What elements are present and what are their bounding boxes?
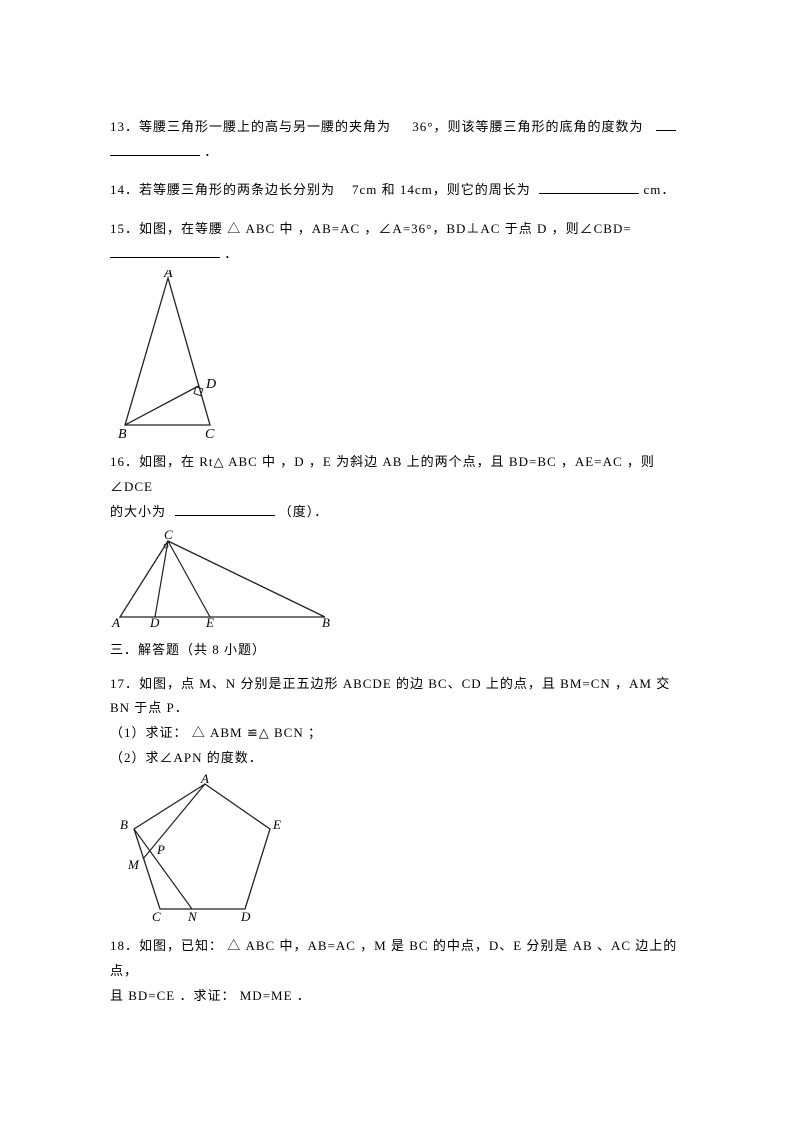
question-14: 14．若等腰三角形的两条边长分别为 7cm 和 14cm，则它的周长为 cm． [110, 178, 690, 203]
label-B: B [118, 427, 127, 440]
q17-text-b: BN 于点 P． [110, 700, 189, 715]
question-13: 13．等腰三角形一腰上的高与另一腰的夹角为 36°，则该等腰三角形的底角的度数为… [110, 115, 690, 164]
q17-text-d: （2）求∠APN 的度数． [110, 750, 263, 765]
line-am [143, 784, 205, 859]
q13-blank-inline [656, 117, 676, 131]
q14-text-a: 14．若等腰三角形的两条边长分别为 [110, 182, 335, 197]
label-P17: P [156, 842, 165, 857]
label-D17: D [240, 909, 251, 924]
label-A: A [163, 270, 173, 281]
figure-16-svg: A D E B C [110, 529, 340, 629]
label-A17: A [200, 774, 209, 786]
figure-17-svg: A B C D E M N P [110, 774, 290, 924]
label-M17: M [127, 857, 140, 872]
q13-text-b: 36°，则该等腰三角形的底角的度数为 [412, 119, 643, 134]
q17-text-a: 17．如图，点 M、N 分别是正五边形 ABCDE 的边 BC、CD 上的点，且… [110, 676, 670, 691]
figure-15-svg: A B C D [110, 270, 260, 440]
q13-text-a: 13．等腰三角形一腰上的高与另一腰的夹角为 [110, 119, 391, 134]
label-E17: E [272, 817, 281, 832]
label-B16: B [322, 615, 330, 629]
label-N17: N [187, 909, 198, 924]
q15-text-b: ． [224, 246, 238, 261]
line-bn [134, 829, 192, 909]
figure-15: A B C D [110, 270, 690, 440]
label-C17: C [152, 909, 161, 924]
question-16: 16．如图，在 Rt△ ABC 中 ，D ，E 为斜边 AB 上的两个点，且 B… [110, 450, 690, 524]
label-A16: A [111, 615, 120, 629]
label-C: C [205, 427, 215, 440]
q18-text-a: 18．如图，已知： △ ABC 中，AB=AC ，M 是 BC 的中点，D、E … [110, 938, 677, 978]
line-bd [125, 386, 199, 425]
q16-text-b: 的大小为 [110, 504, 166, 519]
q14-blank [539, 180, 639, 194]
q17-text-c: （1）求证： △ ABM ≌△ BCN ； [110, 725, 322, 740]
section-3-title: 三．解答题（共 8 小题） [110, 639, 690, 658]
question-18: 18．如图，已知： △ ABC 中，AB=AC ，M 是 BC 的中点，D、E … [110, 934, 690, 1008]
page: 13．等腰三角形一腰上的高与另一腰的夹角为 36°，则该等腰三角形的底角的度数为… [0, 0, 800, 1062]
pentagon-abcde [134, 784, 270, 909]
label-E16: E [205, 615, 214, 629]
q14-text-c: cm． [644, 182, 676, 197]
label-C16: C [164, 529, 173, 542]
q18-text-b: 且 BD=CE ．求证： MD=ME ． [110, 988, 311, 1003]
q15-text-a: 15．如图，在等腰 △ ABC 中 ，AB=AC ，∠A=36°，BD⊥AC 于… [110, 221, 632, 236]
label-D16: D [149, 615, 160, 629]
line-ce [168, 541, 210, 617]
figure-16: A D E B C [110, 529, 690, 629]
label-B17: B [120, 817, 128, 832]
q15-blank [110, 244, 220, 258]
q14-text-b: 7cm 和 14cm，则它的周长为 [352, 182, 531, 197]
q13-blank [110, 142, 200, 156]
q13-text-c: ． [204, 144, 218, 159]
label-D: D [205, 377, 216, 392]
q16-blank [175, 502, 275, 516]
question-17: 17．如图，点 M、N 分别是正五边形 ABCDE 的边 BC、CD 上的点，且… [110, 672, 690, 771]
right-angle-marker [194, 387, 203, 396]
question-15: 15．如图，在等腰 △ ABC 中 ，AB=AC ，∠A=36°，BD⊥AC 于… [110, 217, 690, 266]
q16-text-c: （度）． [279, 504, 329, 519]
figure-17: A B C D E M N P [110, 774, 690, 924]
q16-text-a: 16．如图，在 Rt△ ABC 中 ，D ，E 为斜边 AB 上的两个点，且 B… [110, 454, 655, 494]
triangle-abc-16 [120, 541, 325, 617]
